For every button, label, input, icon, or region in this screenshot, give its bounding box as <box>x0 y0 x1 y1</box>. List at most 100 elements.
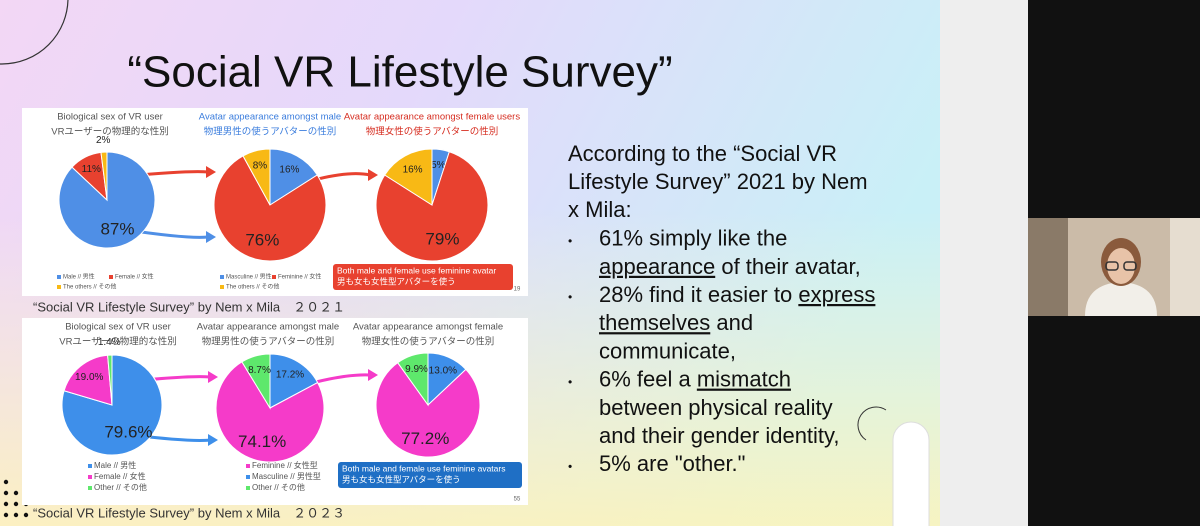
text-run: 61% simply like the <box>599 225 787 250</box>
value-label: 17.2% <box>276 369 304 380</box>
intro-line: Lifestyle Survey” 2021 by Nem <box>568 169 868 194</box>
webcam <box>1028 218 1200 316</box>
legend-swatch <box>272 275 276 279</box>
legend-label: The others // その他 <box>226 283 279 291</box>
bullet-text: between physical reality <box>599 395 833 420</box>
callout-text: Both male and female use feminine avatar <box>337 265 496 275</box>
legend-swatch <box>57 285 61 289</box>
legend-label: The others // その他 <box>63 283 116 291</box>
bullet-dot: • <box>568 459 572 473</box>
legend-label: Female // 女性 <box>94 471 146 481</box>
legend-swatch <box>220 285 224 289</box>
pie-title: Avatar appearance amongst male <box>199 112 341 123</box>
legend-swatch <box>88 464 92 468</box>
value-label: 5% <box>431 160 446 171</box>
bullet-text: and their gender identity, <box>599 423 840 448</box>
legend-swatch <box>246 486 250 490</box>
value-label: 74.1% <box>238 432 286 451</box>
page-number: 55 <box>514 497 521 503</box>
legend-label: Masculine // 男性 <box>226 273 272 281</box>
decor-arc <box>857 406 887 441</box>
pie-slice <box>242 148 271 206</box>
value-label: 16% <box>403 164 423 175</box>
legend-label: Other // その他 <box>94 482 147 492</box>
pie-title: Biological sex of VR user <box>57 112 163 123</box>
value-label: 79.6% <box>104 423 152 442</box>
pie-title: Avatar appearance amongst male <box>197 322 339 333</box>
arrow-head <box>208 434 218 446</box>
pie-subtitle: 物理男性の使うアバターの性別 <box>204 126 337 138</box>
pie-slice <box>241 353 271 410</box>
pie-slice <box>63 354 113 406</box>
legend-label: Male // 男性 <box>94 460 136 470</box>
pie-subtitle: VRユーザーの物理的な性別 <box>51 126 169 138</box>
pie-slice <box>375 362 481 458</box>
text-run: 6% feel a <box>599 366 697 391</box>
pie-slice <box>269 353 319 409</box>
page-number: 19 <box>514 287 521 293</box>
value-label: 1.4% <box>98 337 121 348</box>
bullet-text: themselves and <box>599 310 753 335</box>
pie-slice <box>375 151 489 262</box>
bullet-text: communicate, <box>599 338 736 363</box>
decor-circle <box>0 0 69 65</box>
pie-subtitle: VRユーザーの物理的な性別 <box>59 336 177 348</box>
legend-label: Female // 女性 <box>115 273 154 281</box>
caption: “Social VR Lifestyle Survey” by Nem x Mi… <box>33 505 345 520</box>
value-label: 11% <box>82 164 101 175</box>
value-label: 8.7% <box>248 365 271 376</box>
legend-swatch <box>88 486 92 490</box>
text-run: 28% find it easier to <box>599 282 798 307</box>
arrow-head <box>206 231 216 243</box>
decor-pill <box>892 421 930 526</box>
legend-swatch <box>88 475 92 479</box>
pie-title: Avatar appearance amongst female <box>353 322 503 333</box>
legend-label: Feminine // 女性 <box>278 273 321 281</box>
bullet-text: 6% feel a mismatch <box>599 366 791 391</box>
slide-title: “Social VR Lifestyle Survey” <box>127 48 672 97</box>
legend-label: Male // 男性 <box>63 273 95 281</box>
legend-label: Masculine // 男性型 <box>252 471 321 481</box>
text-run: 5% are "other." <box>599 451 745 476</box>
arrow-head <box>368 369 378 381</box>
value-label: 76% <box>245 230 279 249</box>
bullet-dot: • <box>568 375 572 389</box>
value-label: 9.9% <box>405 364 428 375</box>
bullet-dot: • <box>568 290 572 304</box>
pie-slice <box>100 151 108 201</box>
legend-swatch <box>57 275 61 279</box>
bullet-text: 5% are "other." <box>599 451 745 476</box>
legend-swatch <box>220 275 224 279</box>
value-label: 8% <box>253 161 268 172</box>
value-label: 2% <box>96 135 111 146</box>
arrow <box>317 172 371 181</box>
pie-subtitle: 物理女性の使うアバターの性別 <box>362 336 495 348</box>
text-run: and <box>710 310 753 335</box>
arrow-head <box>206 166 216 178</box>
arrow <box>315 373 371 384</box>
callout-text: 男も女も女性型アバターを使う <box>342 474 461 484</box>
legend-swatch <box>109 275 113 279</box>
bullet-dot: • <box>568 234 572 248</box>
intro-line: x Mila: <box>568 197 632 222</box>
pie-slice <box>269 148 318 206</box>
value-label: 19.0% <box>75 372 103 383</box>
pie-title: Biological sex of VR user <box>65 322 171 333</box>
text-run: express <box>798 282 875 307</box>
callout-box <box>338 462 522 488</box>
arrow-head <box>208 371 218 383</box>
pie-title: Avatar appearance amongst female users <box>344 112 520 123</box>
value-label: 87% <box>100 220 134 239</box>
callout-text: 男も女も女性型アバターを使う <box>337 276 456 286</box>
value-label: 13.0% <box>429 365 457 376</box>
value-label: 79% <box>425 229 459 248</box>
pie-slice <box>213 155 327 262</box>
decor-dots <box>3 479 29 518</box>
bullet-text: 61% simply like the <box>599 225 787 250</box>
text-run: appearance <box>599 254 715 279</box>
pie-slice <box>107 354 113 406</box>
text-run: mismatch <box>697 366 791 391</box>
arrow-head <box>368 169 378 181</box>
